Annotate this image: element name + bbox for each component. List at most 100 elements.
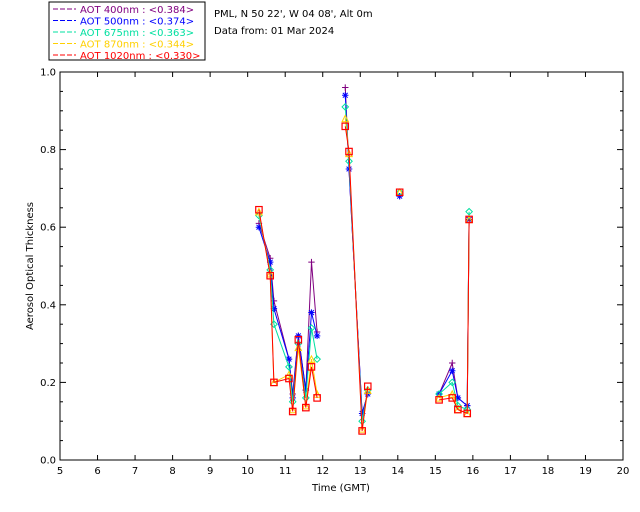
x-tick-label: 6 [94, 466, 100, 477]
data-point [342, 84, 349, 91]
series-aot-400nm [255, 84, 473, 417]
data-point [266, 271, 274, 280]
data-point [308, 309, 315, 316]
x-tick-label: 11 [279, 466, 292, 477]
data-point [302, 386, 310, 394]
data-point [448, 389, 457, 398]
data-point [454, 405, 462, 414]
data-point [288, 405, 297, 414]
data-point [341, 122, 350, 131]
x-tick-label: 20 [617, 466, 630, 477]
data-point [448, 378, 457, 387]
data-point [465, 207, 474, 216]
data-point [288, 407, 297, 416]
y-tick-label: 1.0 [40, 68, 56, 79]
y-tick-label: 0.2 [40, 378, 56, 389]
series-line [344, 126, 369, 431]
data-point [302, 403, 310, 412]
data-point [448, 394, 457, 402]
data-point [454, 394, 462, 402]
data-point [363, 382, 372, 391]
data-point [301, 394, 310, 402]
legend-entry: AOT 400nm : <0.384> [80, 5, 194, 16]
data-point [270, 305, 278, 312]
series-line [344, 95, 369, 414]
y-tick-label: 0.8 [40, 145, 56, 156]
legend-entry: AOT 870nm : <0.344> [80, 40, 194, 51]
x-tick-label: 10 [241, 466, 254, 477]
x-axis-label: Time (GMT) [311, 483, 370, 494]
data-point [449, 367, 456, 374]
data-point [313, 394, 321, 402]
legend-box [48, 1, 206, 61]
series-line [258, 209, 318, 412]
series-line [438, 219, 470, 407]
series-line [258, 215, 318, 402]
series-line [258, 211, 318, 410]
x-tick-label: 7 [132, 466, 138, 477]
x-tick-label: 15 [429, 466, 442, 477]
x-tick-label: 9 [207, 466, 213, 477]
y-tick-label: 0.4 [40, 300, 56, 311]
series-aot-500nm [255, 92, 473, 417]
chart-title: PML, N 50 22', W 04 08', Alt 0m [214, 9, 373, 20]
data-point [449, 359, 456, 367]
x-tick-label: 13 [354, 466, 367, 477]
y-tick-label: 0.0 [40, 456, 56, 467]
data-point [363, 385, 372, 394]
data-point [255, 224, 263, 231]
data-point [270, 378, 278, 387]
y-axis-label: Aerosol Optical Thickness [25, 202, 36, 330]
data-point [255, 205, 263, 214]
plot-area [59, 71, 624, 461]
data-point [295, 332, 302, 340]
data-point [342, 92, 349, 99]
data-point [345, 147, 353, 156]
series-line [439, 219, 470, 415]
data-point [345, 157, 353, 166]
data-point [285, 374, 293, 383]
data-point [307, 324, 316, 332]
data-point [358, 424, 367, 433]
series-line [344, 87, 369, 414]
x-tick-label: 14 [391, 466, 404, 477]
data-point [313, 355, 322, 364]
legend-entry: AOT 500nm : <0.374> [80, 17, 194, 28]
x-tick-label: 18 [542, 466, 555, 477]
data-point [285, 355, 293, 363]
x-tick-label: 16 [466, 466, 479, 477]
x-tick-label: 5 [57, 466, 63, 477]
data-point [294, 335, 303, 344]
x-tick-label: 8 [169, 466, 175, 477]
legend-entry: AOT 675nm : <0.363> [80, 28, 194, 39]
data-point [307, 354, 316, 363]
series-aot-1020nm [255, 122, 473, 435]
x-tick-label: 17 [504, 466, 517, 477]
data-point [341, 103, 350, 111]
data-point [284, 370, 293, 379]
data-point [266, 258, 274, 266]
data-point [285, 362, 293, 371]
y-tick-label: 0.6 [40, 223, 56, 234]
x-tick-label: 19 [579, 466, 592, 477]
data-point [395, 188, 404, 197]
data-point [301, 401, 310, 410]
data-point [307, 363, 316, 371]
data-point [465, 215, 473, 224]
data-point [435, 396, 443, 404]
data-point [294, 343, 303, 352]
legend-entry: AOT 1020nm : <0.330> [80, 51, 200, 62]
axis-ticks: 5 6 7 8 9 10 11 12 13 14 15 16 17 18 19 20 0.0 0.2 0.4 0.6 0… [40, 68, 629, 478]
data-point [358, 427, 366, 435]
data-point [463, 409, 472, 418]
data-point [254, 207, 263, 216]
data-point [313, 332, 321, 340]
data-series [254, 84, 474, 435]
x-tick-label: 12 [316, 466, 329, 477]
data-point [341, 114, 350, 123]
series-aot-675nm [255, 103, 474, 426]
legend: AOT 400nm : <0.384>AOT 500nm : <0.374>AO… [53, 5, 200, 62]
chart-subtitle: Data from: 01 Mar 2024 [214, 26, 334, 37]
data-point [308, 258, 315, 266]
